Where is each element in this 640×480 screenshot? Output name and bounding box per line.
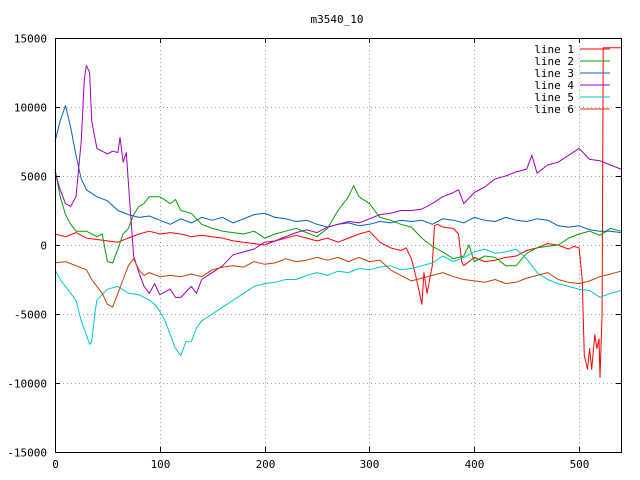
legend-label-4: line 4 — [534, 79, 574, 92]
series-line-6 — [54, 256, 622, 308]
y-tick-label: 15000 — [14, 33, 47, 46]
legend-label-1: line 1 — [534, 43, 574, 56]
axis-ticks: 0 100 200 300 400 500 -15000 -10000 -5000 0 5000 10… — [7, 33, 621, 471]
series-line-2 — [54, 169, 622, 267]
series-line-3 — [54, 105, 622, 234]
series-line-4 — [54, 65, 622, 298]
x-tick-label: 500 — [570, 458, 590, 471]
chart-title: m3540_10 — [311, 13, 364, 26]
x-tick-label: 200 — [256, 458, 276, 471]
legend-label-3: line 3 — [534, 67, 574, 80]
series-line-5 — [54, 248, 622, 356]
grid-lines — [55, 38, 621, 452]
y-tick-label: -15000 — [7, 447, 47, 460]
x-tick-label: 100 — [151, 458, 171, 471]
y-tick-label: -10000 — [7, 378, 47, 391]
legend-label-6: line 6 — [534, 103, 574, 116]
series-line-1 — [54, 47, 621, 378]
y-tick-label: 5000 — [21, 171, 48, 184]
y-tick-label: 0 — [40, 240, 47, 253]
series-lines — [54, 47, 622, 378]
x-tick-label: 400 — [465, 458, 485, 471]
y-tick-label: -5000 — [14, 309, 47, 322]
y-tick-label: 10000 — [14, 102, 47, 115]
legend-label-2: line 2 — [534, 55, 574, 68]
x-tick-label: 0 — [52, 458, 59, 471]
x-tick-label: 300 — [360, 458, 380, 471]
legend-label-5: line 5 — [534, 91, 574, 104]
